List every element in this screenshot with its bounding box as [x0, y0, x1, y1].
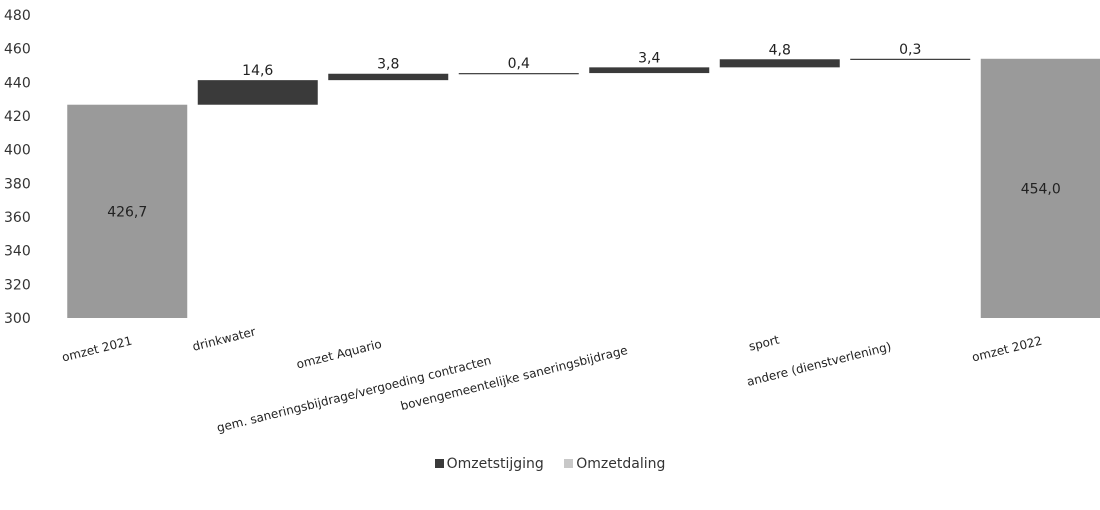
bar: [67, 104, 188, 318]
legend-item-decrease: Omzetdaling: [564, 456, 665, 472]
bar: [980, 58, 1100, 319]
bar: [328, 73, 449, 81]
y-tick-label: 460: [4, 42, 31, 58]
chart-legend: Omzetstijging Omzetdaling: [0, 456, 1100, 472]
legend-label-increase: Omzetstijging: [446, 456, 544, 472]
y-tick-label: 400: [4, 143, 31, 159]
legend-swatch-increase: [434, 459, 444, 468]
data-label: 454,0: [1021, 181, 1061, 197]
y-tick-label: 380: [4, 176, 31, 192]
data-label: 426,7: [107, 204, 147, 220]
y-tick-label: 480: [4, 8, 31, 24]
category-label: drinkwater: [191, 324, 257, 353]
data-label: 4,8: [769, 42, 791, 58]
bar: [197, 80, 318, 105]
data-label: 3,4: [638, 50, 660, 66]
legend-label-decrease: Omzetdaling: [576, 456, 666, 472]
category-label: omzet 2022: [971, 334, 1044, 365]
data-label: 0,4: [508, 56, 530, 72]
category-label: sport: [747, 333, 781, 354]
bar: [719, 59, 840, 68]
y-tick-label: 360: [4, 210, 31, 226]
y-tick-label: 340: [4, 244, 31, 260]
y-tick-label: 420: [4, 109, 31, 125]
y-tick-label: 300: [4, 311, 31, 327]
y-tick-label: 440: [4, 75, 31, 91]
legend-item-increase: Omzetstijging: [434, 456, 544, 472]
bar: [458, 73, 579, 75]
legend-swatch-decrease: [564, 459, 574, 468]
category-label: omzet 2021: [61, 334, 134, 365]
bar: [589, 67, 710, 74]
category-label: omzet Aquario: [295, 337, 383, 372]
data-label: 14,6: [242, 63, 273, 79]
data-label: 0,3: [899, 42, 921, 58]
y-tick-label: 320: [4, 277, 31, 293]
bar: [850, 58, 971, 60]
waterfall-chart: 300 320 340 360 380 400 420 440 460 480 426,7 14,6 3…: [4, 8, 1100, 435]
data-label: 3,8: [377, 57, 399, 73]
